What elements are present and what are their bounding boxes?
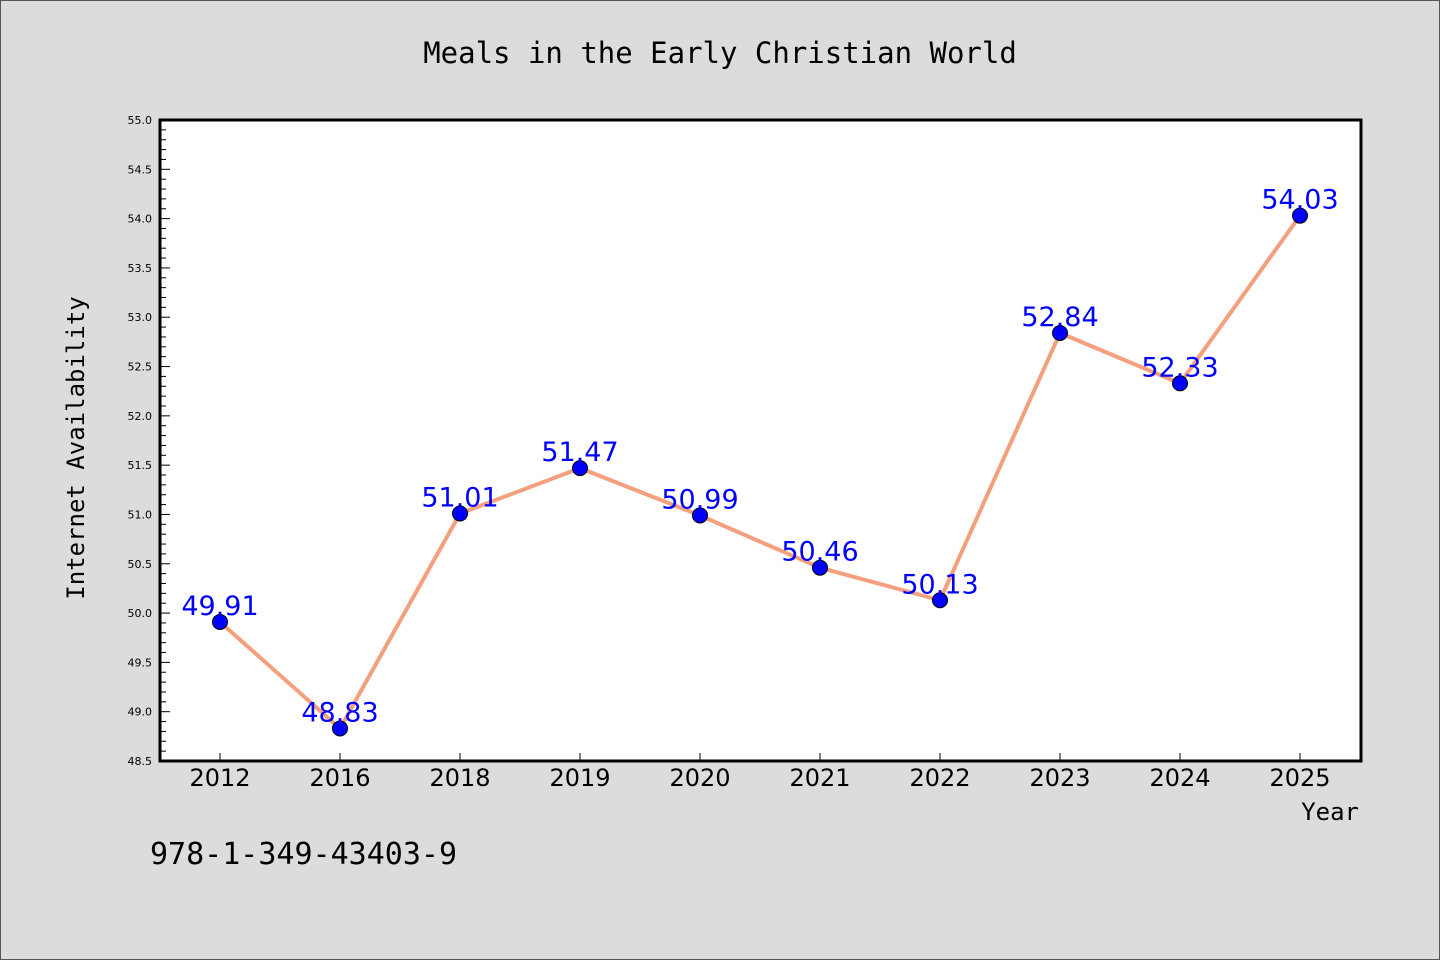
x-tick-label: 2024 [1149, 764, 1210, 792]
x-tick-label: 2023 [1029, 764, 1090, 792]
data-label: 50.13 [901, 569, 978, 600]
y-tick-label: 54.0 [128, 213, 153, 226]
data-label: 49.91 [181, 591, 258, 622]
y-tick-label: 49.0 [128, 706, 153, 719]
y-tick-label: 52.5 [128, 361, 153, 374]
data-point [452, 505, 468, 522]
data-point [812, 559, 828, 576]
y-tick-label: 48.5 [128, 755, 153, 768]
chart-title: Meals in the Early Christian World [423, 36, 1017, 70]
data-label: 52.33 [1141, 352, 1218, 383]
y-tick-label: 51.5 [128, 459, 153, 472]
x-tick-label: 2016 [309, 764, 370, 792]
y-tick-label: 50.0 [128, 607, 153, 620]
x-axis-label: Year [1301, 798, 1359, 826]
x-tick-label: 2021 [789, 764, 850, 792]
data-point [332, 720, 348, 737]
x-tick-label: 2012 [189, 764, 250, 792]
data-label: 51.01 [421, 482, 498, 513]
data-label: 51.47 [541, 437, 618, 468]
x-tick-label: 2020 [669, 764, 730, 792]
y-tick-label: 51.0 [128, 508, 153, 521]
y-tick-label: 53.5 [128, 262, 153, 275]
plot-area [160, 120, 1361, 761]
y-tick-label: 55.0 [128, 114, 153, 127]
data-label: 54.03 [1261, 185, 1338, 216]
data-label: 52.84 [1021, 302, 1098, 333]
x-tick-label: 2019 [549, 764, 610, 792]
data-point [692, 507, 708, 524]
x-tick-label: 2018 [429, 764, 490, 792]
data-label: 50.46 [781, 537, 858, 568]
y-tick-label: 54.5 [128, 163, 153, 176]
data-point [212, 613, 228, 630]
y-tick-label: 52.0 [128, 410, 153, 423]
series-line [218, 213, 1302, 731]
data-point [572, 460, 588, 477]
y-axis: 48.5 49.0 49.5 50.0 50.5 51.0 51.5 52.0 52.5 53.0… [128, 114, 170, 768]
x-tick-label: 2022 [909, 764, 970, 792]
y-tick-label: 50.5 [128, 558, 153, 571]
plot-border [158, 118, 1363, 763]
x-axis: 2012 2016 2018 2019 2020 2021 2022 2023 2024 2025 [189, 753, 1331, 792]
data-point [1292, 207, 1308, 224]
data-point [1172, 375, 1188, 392]
x-tick-label: 2025 [1269, 764, 1330, 792]
data-point [1052, 325, 1068, 342]
y-tick-label: 49.5 [128, 656, 153, 669]
y-tick-label: 53.0 [128, 311, 153, 324]
isbn-text: 978-1-349-43403-9 [150, 837, 457, 872]
data-point [932, 592, 948, 609]
series-layer: 49.91 48.83 51.01 51.47 50.99 50.46 50.13 52.84… [181, 185, 1339, 737]
data-label: 48.83 [301, 697, 378, 728]
data-label: 50.99 [661, 484, 738, 515]
y-axis-label: Internet Availability [62, 296, 90, 599]
